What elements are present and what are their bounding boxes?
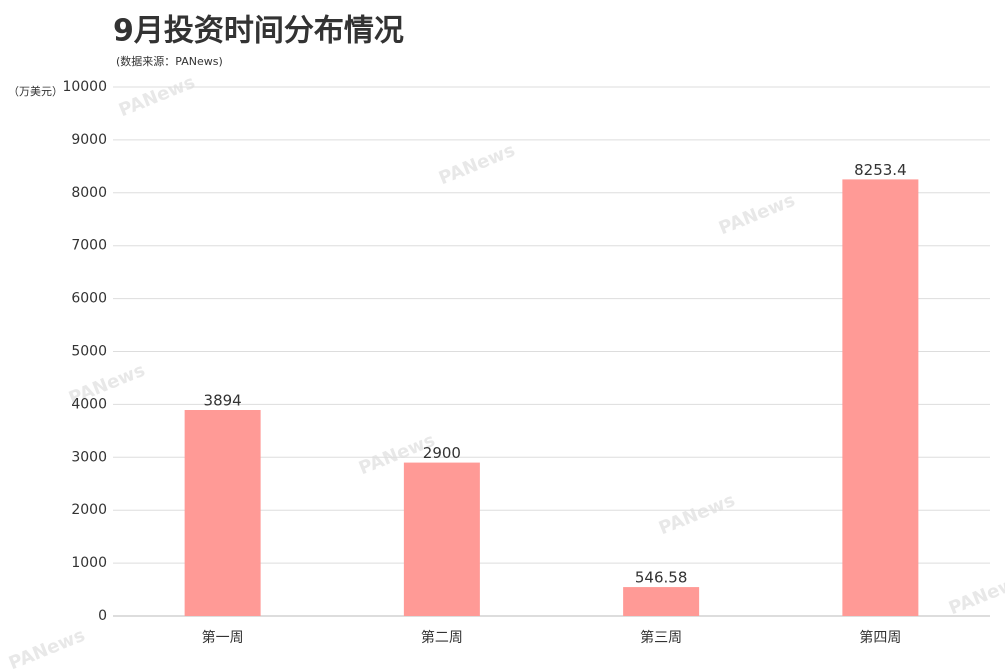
y-tick-label: 1000 (71, 555, 107, 571)
x-tick-label: 第一周 (202, 629, 244, 646)
y-tick-label: 6000 (71, 291, 107, 307)
y-axis-label: （万美元） (8, 85, 63, 98)
chart-title: 9月投资时间分布情况 (113, 14, 404, 49)
watermark: PANews (946, 570, 1005, 619)
bar (623, 587, 700, 616)
y-tick-label: 0 (98, 608, 107, 624)
watermark: PANews (116, 72, 198, 121)
y-tick-label: 5000 (71, 344, 107, 360)
y-tick-label: 4000 (71, 396, 107, 412)
y-tick-label: 2000 (71, 502, 107, 518)
y-tick-label: 8000 (71, 185, 107, 201)
y-tick-label: 9000 (71, 132, 107, 148)
x-tick-label: 第二周 (421, 629, 463, 646)
watermark: PANews (656, 490, 738, 539)
bar (184, 410, 261, 616)
chart-subtitle: (数据来源：PANews) (116, 54, 223, 68)
watermark: PANews (436, 140, 518, 189)
y-tick-label: 10000 (62, 79, 107, 95)
x-tick-label: 第四周 (859, 629, 901, 646)
value-label: 3894 (204, 392, 242, 410)
y-tick-label: 3000 (71, 449, 107, 465)
x-tick-label: 第三周 (640, 629, 682, 646)
value-label: 8253.4 (854, 161, 907, 179)
value-label: 2900 (423, 444, 461, 462)
bar (403, 462, 480, 616)
bar (842, 179, 919, 616)
y-tick-label: 7000 (71, 238, 107, 254)
watermark: PANews (6, 625, 88, 672)
watermark: PANews (716, 190, 798, 239)
value-label: 546.58 (635, 569, 688, 587)
